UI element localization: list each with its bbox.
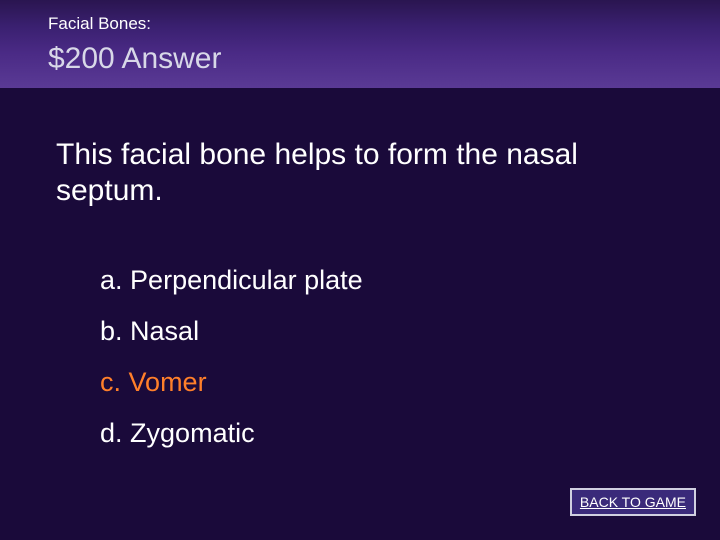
choice-d: d. Zygomatic bbox=[100, 418, 664, 449]
choice-a: a. Perpendicular plate bbox=[100, 265, 664, 296]
price-value: $200 bbox=[48, 42, 115, 75]
choice-text: Nasal bbox=[130, 316, 199, 346]
header-bar: Facial Bones: $200 Answer bbox=[0, 0, 720, 89]
choice-letter: b. bbox=[100, 316, 123, 346]
choice-b: b. Nasal bbox=[100, 316, 664, 347]
choice-text: Perpendicular plate bbox=[130, 265, 363, 295]
choices-list: a. Perpendicular plate b. Nasal c. Vomer… bbox=[56, 265, 664, 449]
choice-letter: c. bbox=[100, 367, 121, 397]
price-answer-line: $200 Answer bbox=[48, 42, 672, 76]
choice-letter: a. bbox=[100, 265, 123, 295]
category-label: Facial Bones: bbox=[48, 14, 672, 34]
question-text: This facial bone helps to form the nasal… bbox=[56, 137, 664, 209]
back-to-game-button[interactable]: BACK TO GAME bbox=[570, 488, 696, 516]
choice-text: Zygomatic bbox=[130, 418, 255, 448]
choice-letter: d. bbox=[100, 418, 123, 448]
answer-label: Answer bbox=[121, 42, 221, 75]
choice-c: c. Vomer bbox=[100, 367, 664, 398]
content-area: This facial bone helps to form the nasal… bbox=[0, 89, 720, 449]
choice-text: Vomer bbox=[129, 367, 207, 397]
